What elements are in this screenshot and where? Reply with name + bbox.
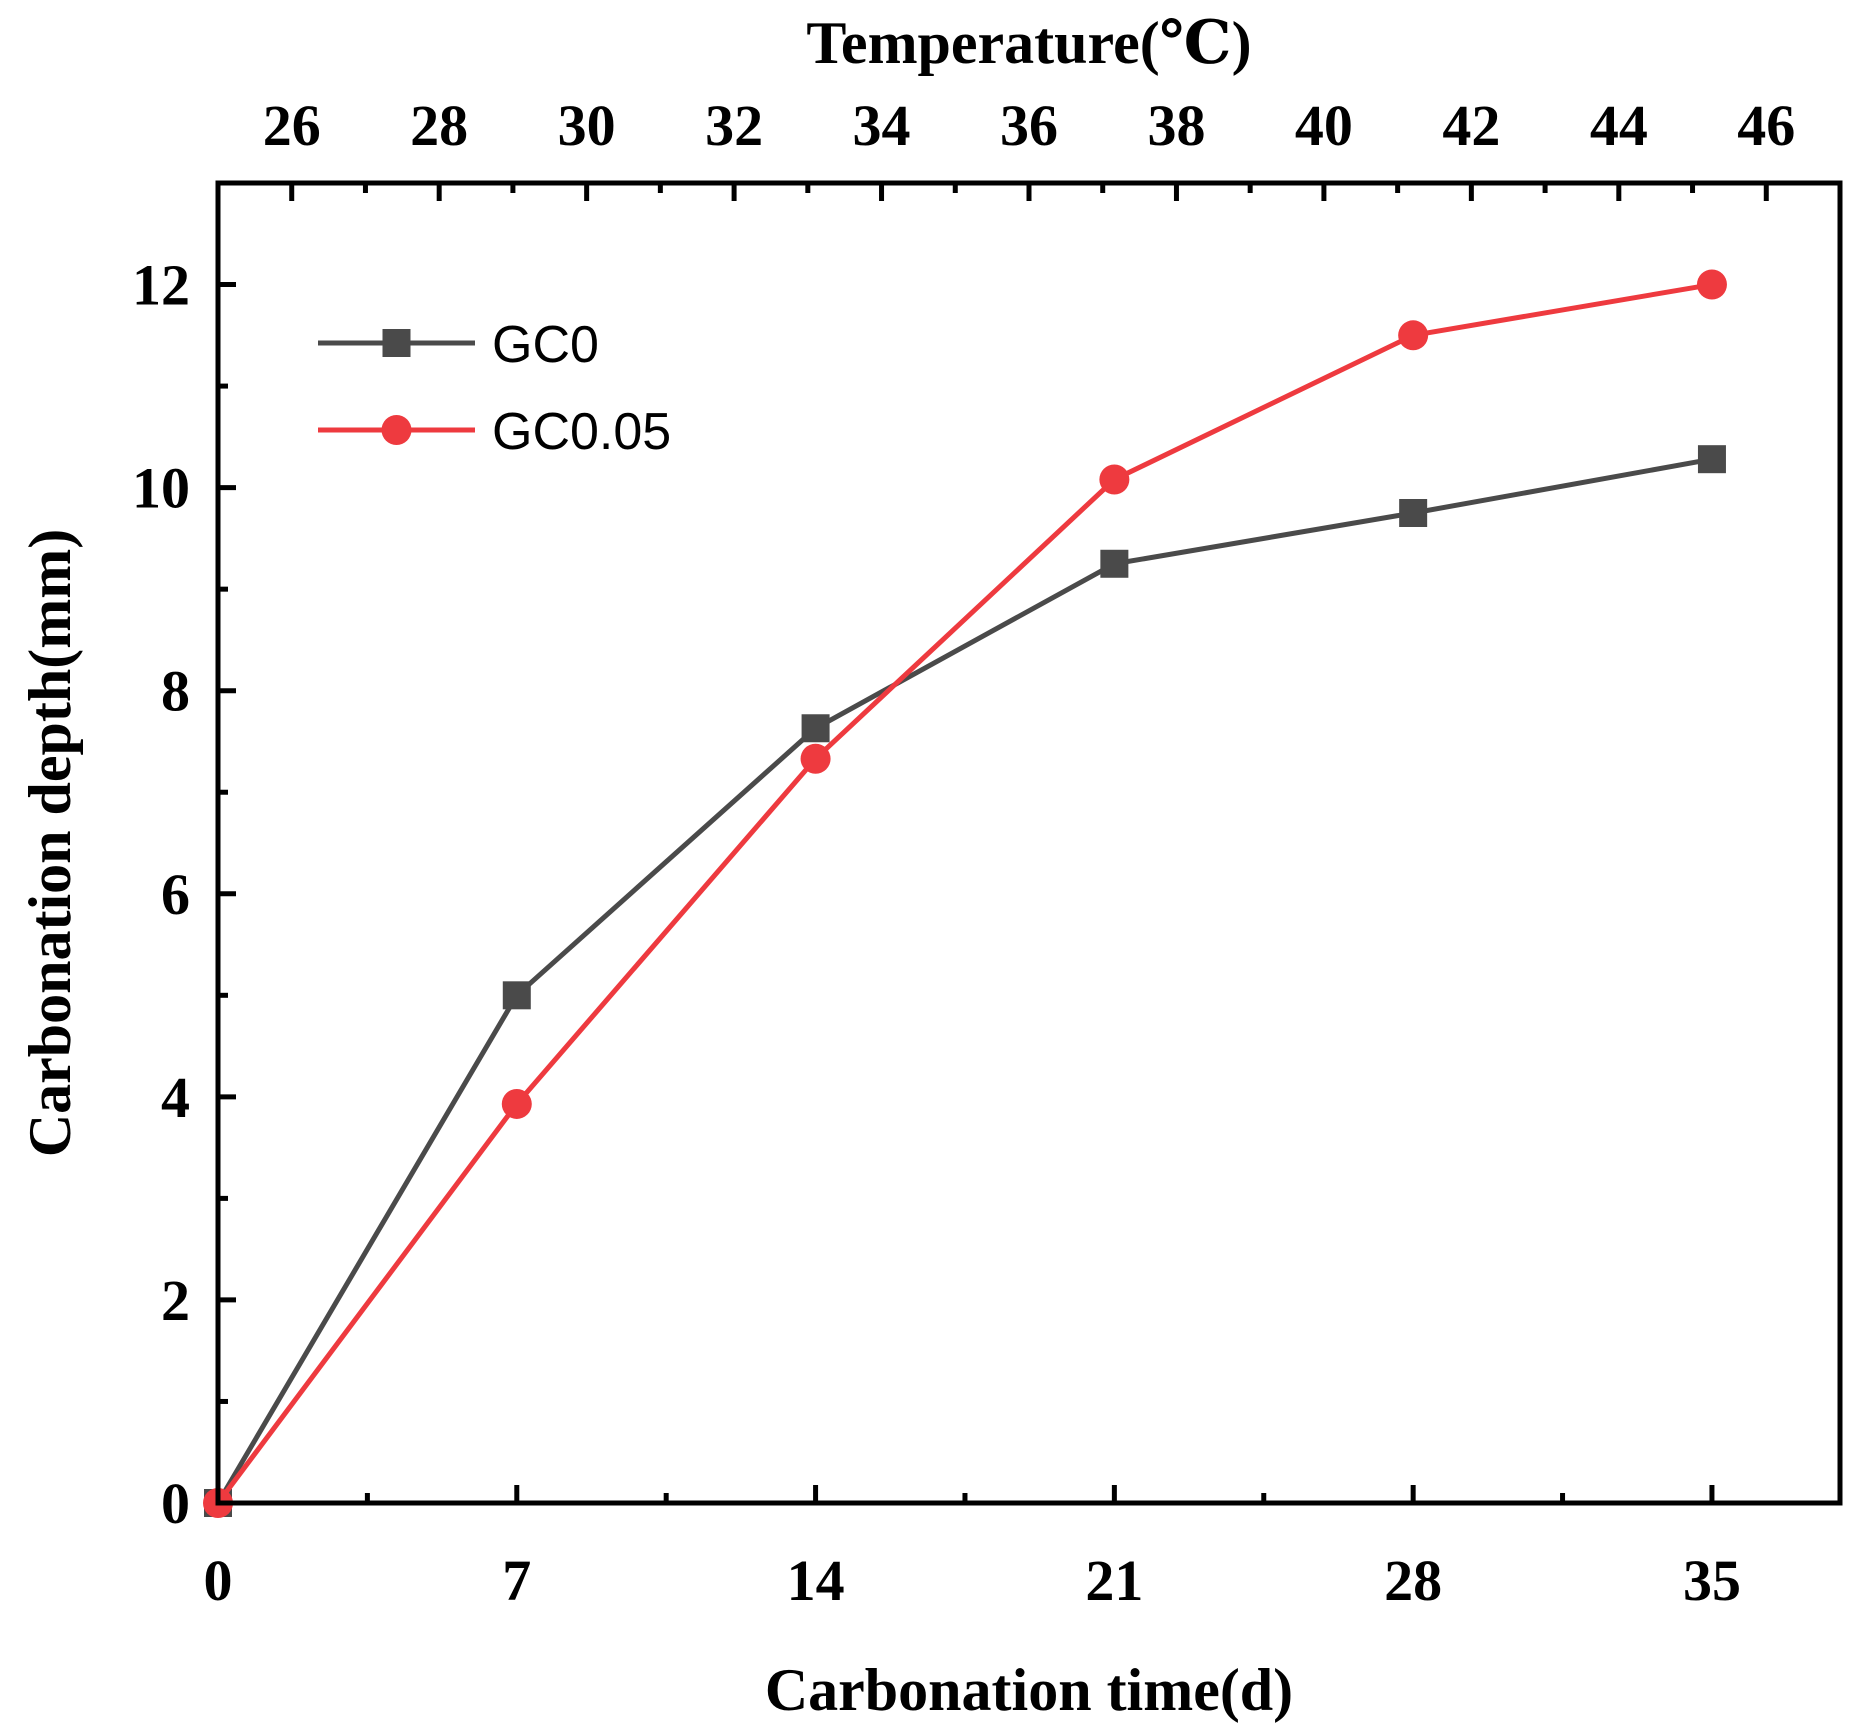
y-tick-label: 0 <box>161 1471 190 1536</box>
y-tick-label: 4 <box>161 1065 190 1130</box>
legend: GC0 GC0.05 <box>318 316 671 461</box>
data-point-GC0.05 <box>800 743 831 774</box>
y-tick-label: 10 <box>132 456 190 521</box>
series-line-GC0.05 <box>215 282 1713 1505</box>
x-tick-label: 7 <box>502 1548 531 1613</box>
data-point-GC0 <box>1399 499 1428 527</box>
data-point-GC0 <box>1697 445 1726 474</box>
x-tick-label: 21 <box>1085 1548 1143 1613</box>
data-point-GC0 <box>502 981 531 1010</box>
y-axis-title: Carbonation depth(mm) <box>17 529 83 1157</box>
top-tick-label: 42 <box>1442 93 1500 158</box>
series-line-GC0 <box>215 456 1713 1505</box>
data-point-GC0.05 <box>1696 269 1727 300</box>
top-tick-label: 36 <box>1000 93 1058 158</box>
plot-frame <box>215 180 1843 1506</box>
top-tick-label: 32 <box>705 93 763 158</box>
y-tick-label: 2 <box>161 1268 190 1333</box>
data-point-GC0.05 <box>501 1088 532 1119</box>
top-tick-label: 28 <box>410 93 468 158</box>
legend-label-GC0.05: GC0.05 <box>492 403 671 461</box>
top-tick-label: 40 <box>1295 93 1353 158</box>
x-tick-label: 14 <box>787 1548 845 1613</box>
y-tick-label: 8 <box>161 659 190 724</box>
y-tick-label: 12 <box>132 253 190 318</box>
y-tick-label: 6 <box>161 862 190 927</box>
legend-label-GC0: GC0 <box>492 316 599 374</box>
x-tick-label: 28 <box>1384 1548 1442 1613</box>
top-axis-title: Temperature(℃) <box>806 10 1251 76</box>
top-tick-label: 34 <box>853 93 911 158</box>
data-point-GC0 <box>1100 549 1129 578</box>
legend-marker-GC0 <box>382 329 411 357</box>
legend-marker-GC0.05 <box>381 415 412 445</box>
top-tick-label: 30 <box>558 93 616 158</box>
top-tick-label: 38 <box>1147 93 1205 158</box>
data-point-GC0 <box>801 714 830 743</box>
top-tick-label: 44 <box>1590 93 1648 158</box>
top-tick-label: 26 <box>263 93 321 158</box>
x-axis-title: Carbonation time(d) <box>765 1657 1293 1723</box>
top-tick-label: 46 <box>1737 93 1795 158</box>
data-point-GC0.05 <box>1099 464 1130 495</box>
x-tick-label: 0 <box>204 1548 233 1613</box>
series-layer <box>203 269 1727 1518</box>
data-point-GC0.05 <box>1398 320 1429 351</box>
x-tick-label: 35 <box>1683 1548 1741 1613</box>
